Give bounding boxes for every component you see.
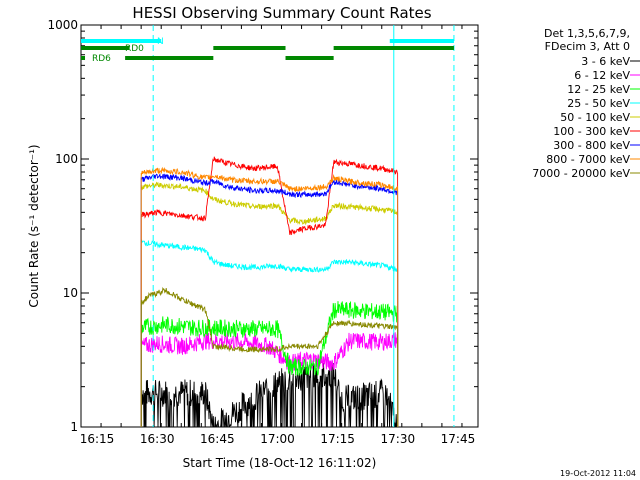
legend-entry: 50 - 100 keV	[560, 111, 630, 124]
status-bar-rd6-segment	[81, 56, 86, 60]
legend-header: FDecim 3, Att 0	[545, 40, 630, 53]
series-line-7	[140, 166, 399, 427]
y-tick-label: 100	[55, 152, 78, 166]
legend-entry: 25 - 50 keV	[567, 97, 630, 110]
series-line-0	[140, 361, 398, 427]
status-bar-rd0-segment	[81, 46, 130, 50]
legend-entry: 300 - 800 keV	[553, 139, 630, 152]
legend-entry: 7000 - 20000 keV	[532, 167, 630, 180]
y-axis-label: Count Rate (s⁻¹ detector⁻¹)	[27, 144, 41, 307]
y-tick-label: 1	[70, 420, 78, 434]
x-tick-label: 17:30	[381, 432, 416, 446]
x-axis-label: Start Time (18-Oct-12 16:11:02)	[183, 456, 377, 470]
legend-header: Det 1,3,5,6,7,9,	[544, 27, 630, 40]
x-tick-label: 16:30	[140, 432, 175, 446]
y-tick-label: 1000	[47, 18, 78, 32]
status-bar-rd0-segment	[213, 46, 286, 50]
x-tick-label: 17:45	[441, 432, 476, 446]
status-bar-rd6-segment	[285, 56, 334, 60]
status-bar-label-n: N	[157, 37, 164, 47]
series-line-1	[140, 331, 399, 427]
series-line-2	[140, 301, 399, 427]
series-line-5	[140, 156, 399, 427]
x-tick-label: 16:15	[80, 432, 115, 446]
chart-title: HESSI Observing Summary Count Rates	[132, 4, 431, 22]
legend-entry: 800 - 7000 keV	[546, 153, 630, 166]
legend-entry: 6 - 12 keV	[574, 69, 630, 82]
x-tick-label: 17:00	[260, 432, 295, 446]
legend-entry: 12 - 25 keV	[567, 83, 630, 96]
series-line-6	[140, 172, 399, 427]
timestamp-label: 19-Oct-2012 11:04	[560, 469, 636, 478]
status-bar-n-segment	[389, 39, 454, 43]
plot-frame	[80, 24, 479, 428]
status-bar-rd0-segment	[333, 46, 454, 50]
series-line-8	[140, 286, 399, 427]
legend-entry: 100 - 300 keV	[553, 125, 630, 138]
x-tick-label: 17:15	[320, 432, 355, 446]
y-tick-label: 10	[63, 286, 78, 300]
series-line-3	[140, 239, 399, 427]
status-bar-rd6-segment	[125, 56, 214, 60]
legend-entry: 3 - 6 keV	[581, 55, 630, 68]
status-bar-n-segment	[81, 39, 162, 43]
series-line-4	[140, 181, 399, 427]
status-bar-label-rd6: RD6	[92, 54, 111, 64]
series-group	[81, 25, 455, 427]
x-tick-label: 16:45	[200, 432, 235, 446]
status-bar-label-rd0: RD0	[125, 44, 144, 54]
